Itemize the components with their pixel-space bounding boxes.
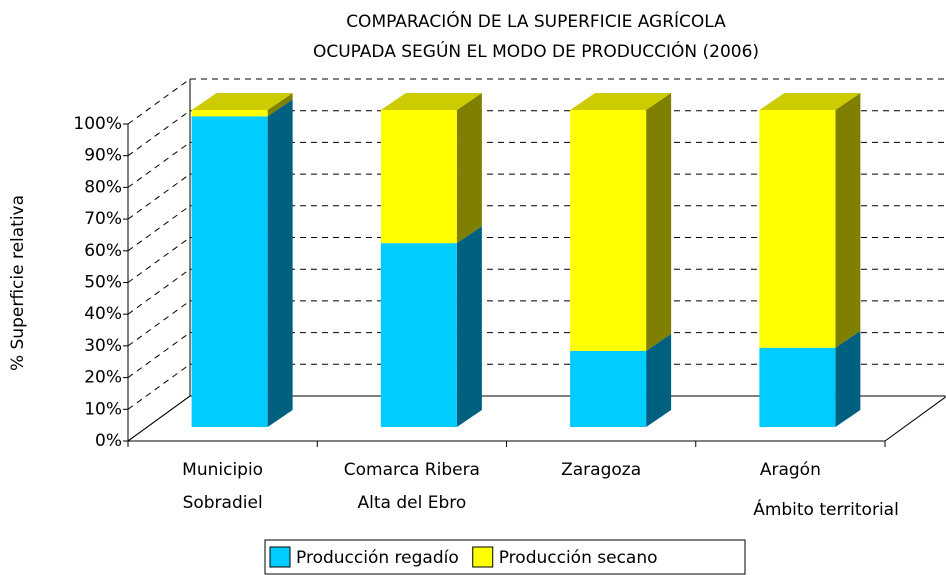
bar-side	[456, 93, 482, 244]
bar	[380, 110, 457, 244]
bar	[759, 347, 836, 427]
grid-line	[127, 300, 191, 347]
grid-line	[127, 395, 191, 442]
bar-top	[759, 93, 861, 110]
bar	[759, 110, 836, 348]
grid-line	[127, 268, 191, 315]
bar-side	[835, 93, 861, 348]
bar	[570, 350, 647, 427]
y-tick-label: 60%	[84, 241, 122, 261]
x-axis-label: Ámbito territorial	[753, 498, 899, 520]
y-axis-label: % Superficie relativa	[8, 195, 28, 371]
y-tick-label: 10%	[84, 399, 122, 419]
y-tick-label: 40%	[84, 304, 122, 324]
grid-line	[127, 237, 191, 283]
grid-line	[127, 205, 191, 252]
bar	[191, 110, 268, 117]
y-tick-label: 90%	[84, 146, 122, 166]
x-tick-label: Municipio Sobradiel	[182, 460, 263, 513]
grid-line	[127, 332, 191, 379]
bar-side	[267, 99, 293, 427]
legend-swatch	[269, 546, 291, 568]
bar-top	[570, 93, 672, 110]
legend-label: Producción secano	[499, 548, 658, 568]
grid-line	[127, 110, 191, 157]
legend-box	[264, 539, 746, 575]
y-tick-label: 30%	[84, 336, 122, 356]
grid-line	[127, 141, 191, 188]
x-tick-label: Aragón	[760, 460, 821, 480]
bar	[570, 110, 647, 351]
bar-side	[267, 93, 293, 117]
x-tick-label: Zaragoza	[561, 460, 641, 480]
y-tick-label: 0%	[95, 431, 122, 451]
grid-line	[127, 363, 191, 410]
bar-top	[380, 93, 482, 110]
y-tick-label: 50%	[84, 273, 122, 293]
chart-title: COMPARACIÓN DE LA SUPERFICIE AGRÍCOLA OCU…	[313, 10, 759, 62]
bar-side	[646, 93, 672, 351]
bar	[380, 243, 457, 427]
bar	[191, 116, 268, 427]
y-tick-label: 20%	[84, 368, 122, 388]
x-tick-label: Comarca Ribera Alta del Ebro	[344, 460, 480, 513]
legend-swatch	[472, 546, 494, 568]
y-tick-label: 80%	[84, 177, 122, 197]
grid-line	[127, 173, 191, 220]
bar-top	[191, 93, 293, 110]
y-tick-label: 100%	[73, 114, 122, 134]
grid-line	[127, 78, 191, 125]
y-tick-label: 70%	[84, 209, 122, 229]
legend-label: Producción regadío	[296, 548, 459, 568]
bar-side	[646, 333, 672, 427]
bar-side	[835, 330, 861, 427]
bar-side	[456, 226, 482, 427]
